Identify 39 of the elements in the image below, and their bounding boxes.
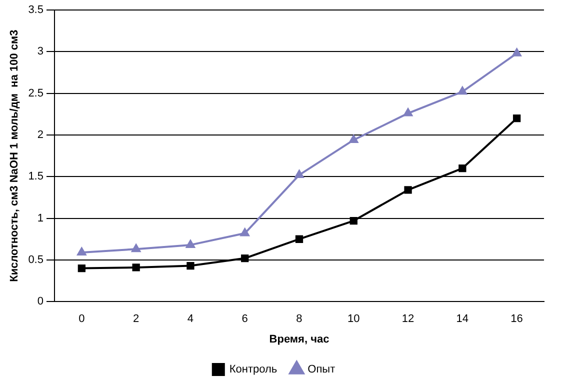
point [458, 86, 467, 95]
point [186, 262, 194, 270]
point [132, 244, 141, 252]
y-tick-label: 3.5 [28, 4, 44, 16]
point [512, 48, 522, 56]
point [295, 235, 304, 243]
x-tick-label: 4 [187, 313, 194, 326]
x-tick-label: 0 [78, 313, 85, 326]
x-tick-label: 16 [510, 313, 523, 326]
point [78, 264, 86, 272]
point [241, 254, 249, 262]
x-tick-label: 8 [296, 313, 302, 326]
x-tick-label: 10 [348, 313, 360, 326]
y-tick-label: 2.5 [28, 87, 44, 100]
y-tick-label: 1.5 [28, 170, 44, 183]
legend-label: Контроль [229, 364, 278, 376]
x-axis-title: Время, час [269, 333, 330, 346]
y-axis-title: Кислотность, см3 NaOH 1 моль/дм на 100 см3 [8, 30, 21, 282]
point [404, 108, 412, 116]
point [512, 114, 521, 122]
point [132, 264, 140, 272]
point [186, 240, 195, 248]
point [294, 170, 304, 178]
y-tick-label: 0.5 [28, 254, 44, 266]
x-tick-label: 12 [402, 313, 414, 326]
y-tick-label: 2 [37, 129, 44, 142]
x-tick-label: 2 [133, 313, 140, 326]
point [349, 134, 358, 143]
point [404, 186, 412, 194]
point [77, 247, 86, 256]
y-tick-label: 0 [37, 296, 44, 308]
point [458, 164, 466, 172]
x-tick-label: 14 [456, 313, 469, 326]
point [240, 228, 250, 236]
x-tick-label: 6 [242, 313, 248, 326]
y-tick-label: 3 [37, 46, 44, 58]
legend-label: Опыт [308, 364, 336, 376]
point [350, 216, 358, 225]
y-tick-label: 1 [37, 212, 44, 224]
